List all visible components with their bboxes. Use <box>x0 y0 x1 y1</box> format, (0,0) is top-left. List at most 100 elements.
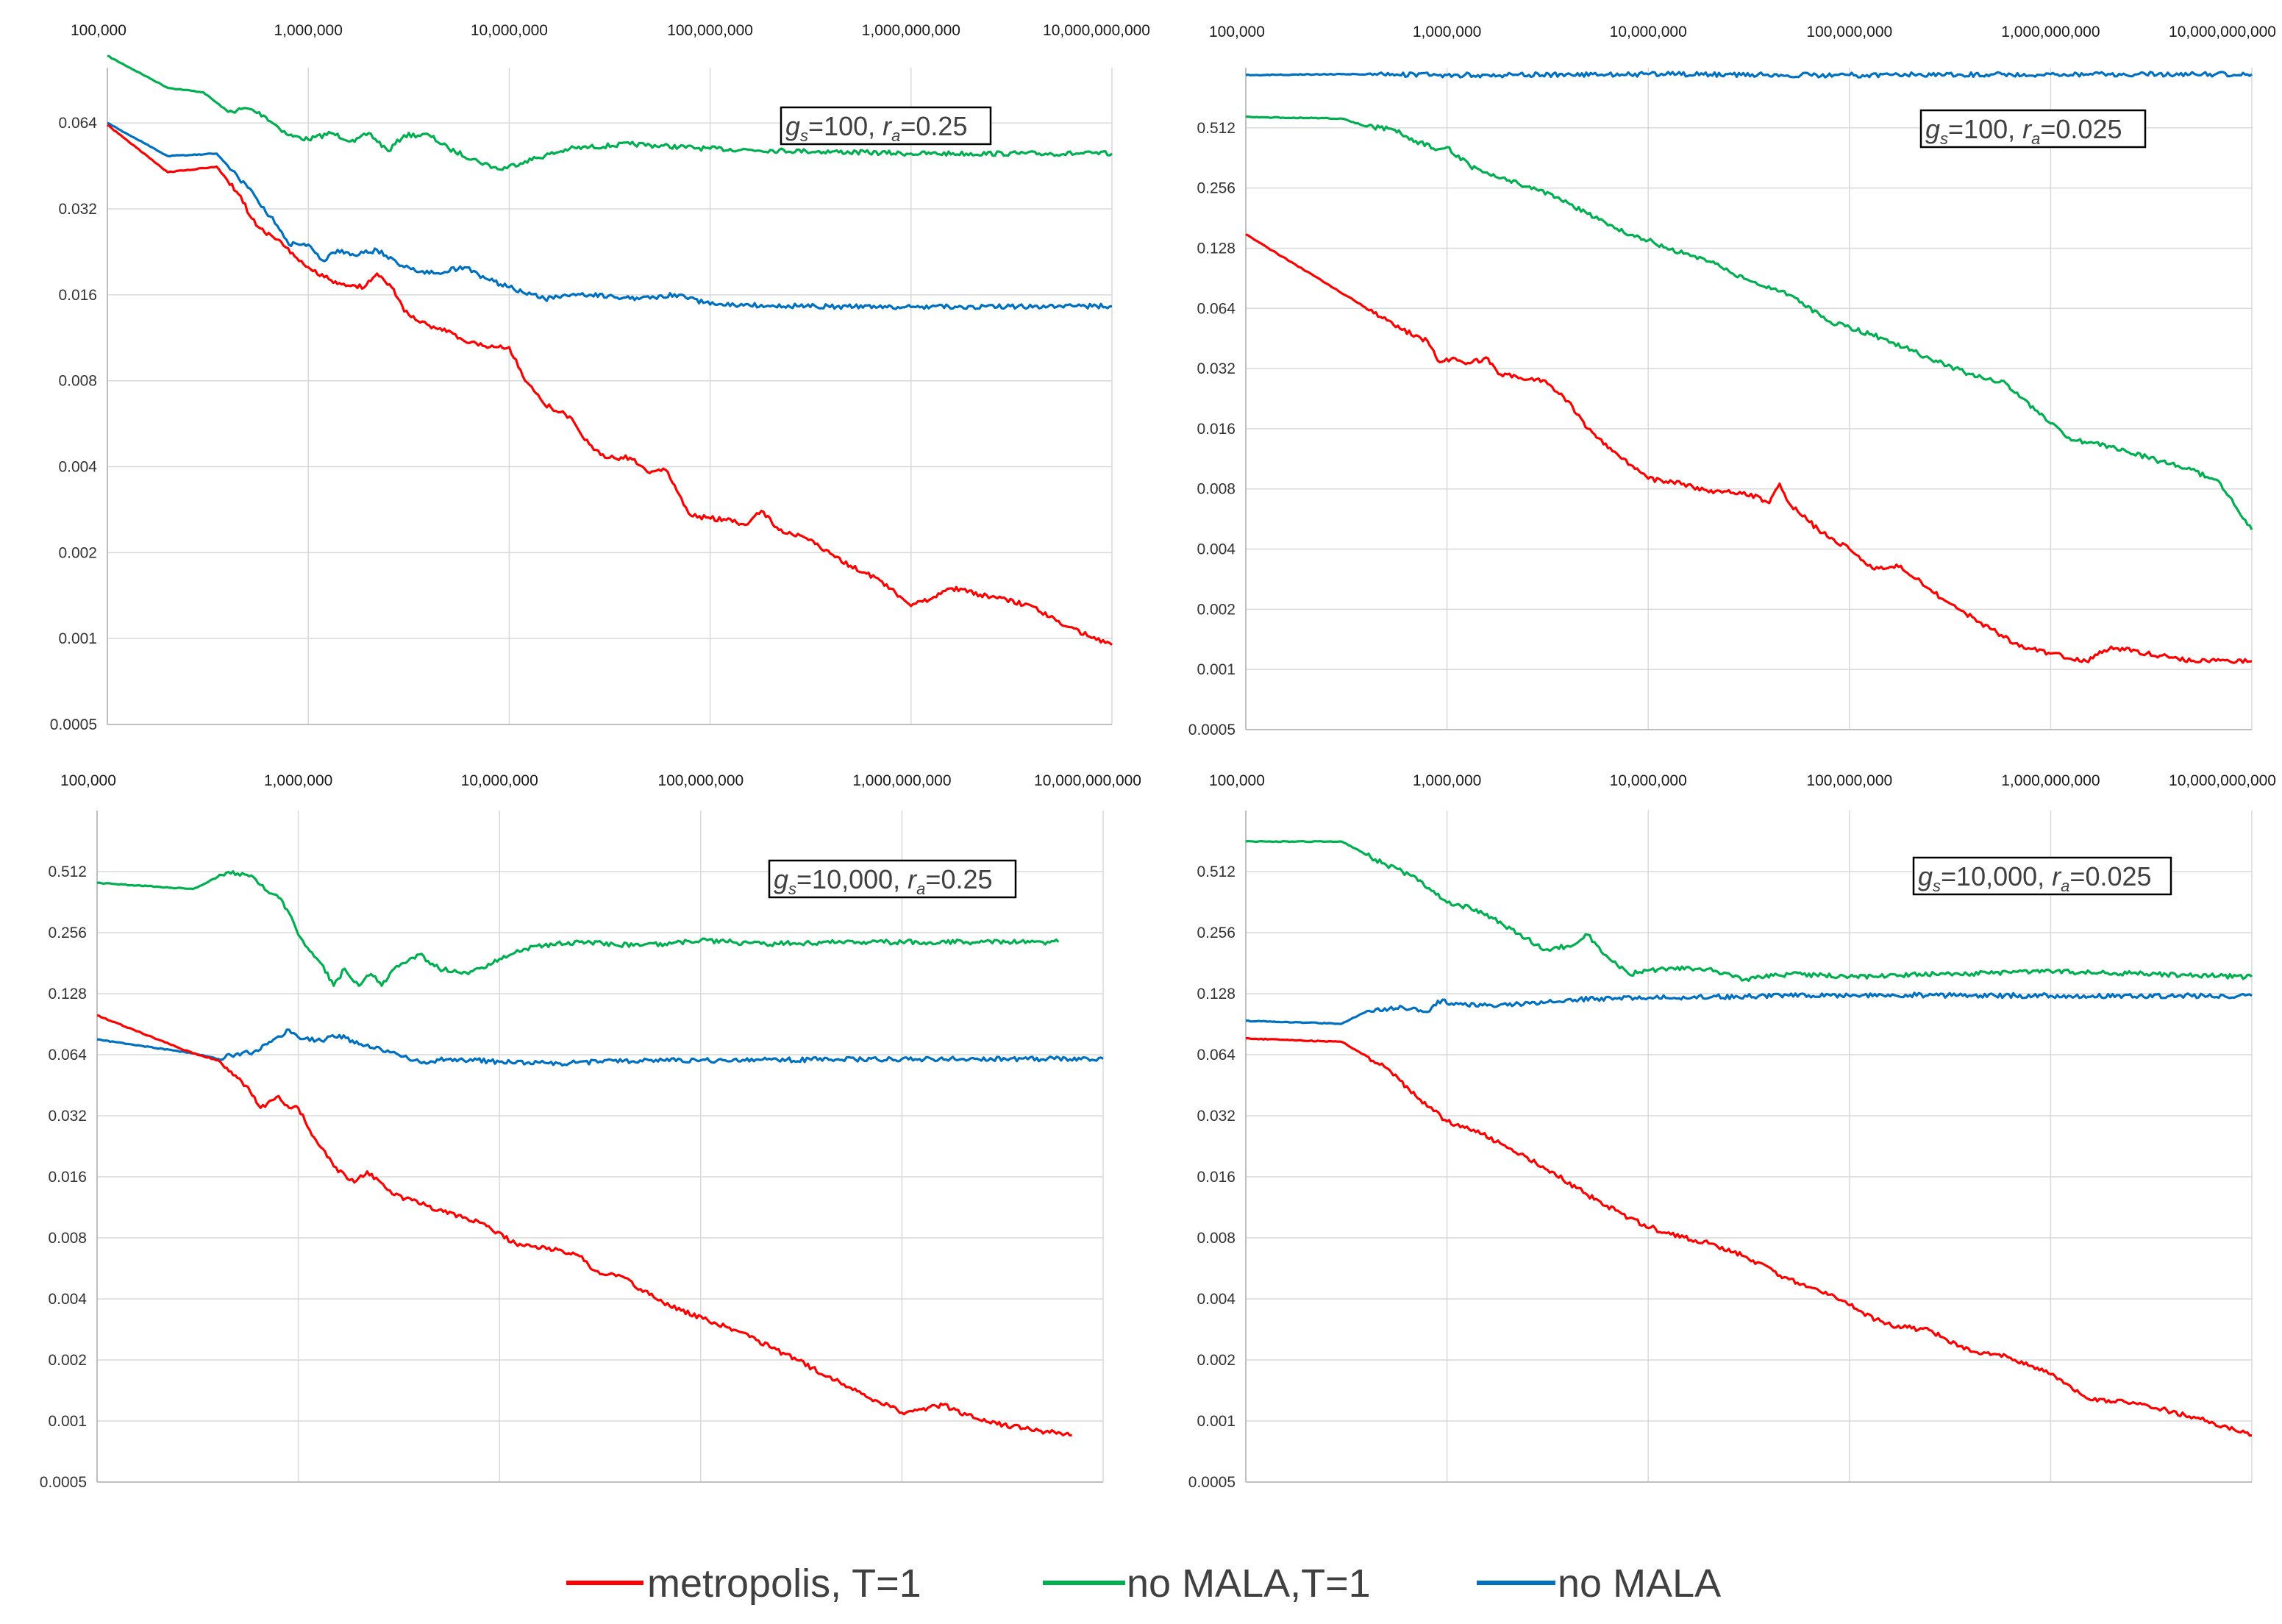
x-tick-label: 10,000,000 <box>1610 24 1687 40</box>
x-tick-label: 1,000,000,000 <box>2001 24 2100 40</box>
y-tick-label: 0.016 <box>1197 421 1236 438</box>
y-tick-label: 0.008 <box>1197 481 1236 498</box>
x-tick-label: 100,000,000 <box>657 772 744 789</box>
annotation-g-c1: g <box>785 111 800 141</box>
y-tick-label: 0.256 <box>1197 925 1236 941</box>
svg-text:gs=10,000, ra=0.025: gs=10,000, ra=0.025 <box>1918 861 2152 895</box>
annotation-g-sub-c3: s <box>788 880 796 898</box>
y-tick-label: 0.002 <box>1197 1352 1236 1369</box>
legend-label-no-mala: no MALA <box>1558 1561 1721 1606</box>
y-tick-label: 0.004 <box>58 459 97 476</box>
annotation-g-c2: g <box>1925 114 1940 144</box>
legend: metropolis, T=1 no MALA,T=1 no MALA <box>566 1561 1721 1606</box>
x-tick-label: 100,000,000 <box>1806 24 1892 40</box>
x-tick-label: 1,000,000,000 <box>862 22 960 39</box>
y-tick-label: 0.032 <box>48 1108 87 1125</box>
y-tick-label: 0.001 <box>58 630 97 647</box>
annotation-r-sub-c2: a <box>2031 129 2040 148</box>
y-tick-label: 0.064 <box>58 115 97 132</box>
x-tick-label: 10,000,000 <box>471 22 548 39</box>
y-tick-label: 0.004 <box>1197 541 1236 558</box>
y-tick-label: 0.002 <box>48 1352 87 1369</box>
x-tick-label: 1,000,000,000 <box>852 772 951 789</box>
annotation-c1: gs=100, ra=0.25 <box>780 106 992 146</box>
x-tick-label: 10,000,000,000 <box>2169 772 2276 789</box>
chart-panel-c3: 0.0005 0.001 0.002 0.004 0.008 0.016 0.032 0.06… <box>40 772 1141 1491</box>
annotation-g-sub-c2: s <box>1940 129 1948 148</box>
x-tick-label: 1,000,000 <box>264 772 332 789</box>
annotation-r-c1: r <box>883 111 893 141</box>
annotation-r-c4: r <box>2052 861 2062 891</box>
y-tick-label: 0.064 <box>1197 300 1236 317</box>
annotation-c3: gs=10,000, ra=0.25 <box>768 859 1017 899</box>
y-tick-label: 0.016 <box>48 1169 87 1186</box>
x-tick-label: 1,000,000,000 <box>2001 772 2100 789</box>
y-tick-label: 0.016 <box>58 287 97 304</box>
y-tick-label: 0.016 <box>1197 1169 1236 1186</box>
svg-text:gs=10,000, ra=0.25: gs=10,000, ra=0.25 <box>774 864 993 898</box>
y-tick-label: 0.008 <box>58 373 97 390</box>
y-tick-label: 0.001 <box>1197 661 1236 678</box>
chart-panel-c2: 0.0005 0.001 0.002 0.004 0.008 0.016 0.032 0.06… <box>1188 24 2276 738</box>
series-line-noMalaT1 <box>96 870 1060 987</box>
y-tick-label: 0.128 <box>48 986 87 1002</box>
annotation-g-val-c4: =10,000, <box>1941 861 2052 891</box>
x-tick-label: 100,000 <box>1209 24 1265 40</box>
series-line-metropolis <box>107 124 1113 647</box>
y-tick-label: 0.0005 <box>1188 722 1236 738</box>
annotation-c4: gs=10,000, ra=0.025 <box>1912 856 2172 896</box>
annotation-r-sub-c4: a <box>2061 877 2069 895</box>
y-tick-label: 0.512 <box>1197 120 1236 137</box>
annotation-g-val-c2: =100, <box>1948 114 2022 144</box>
y-tick-label: 0.032 <box>58 201 97 218</box>
y-tick-label: 0.001 <box>48 1413 87 1430</box>
y-tick-label: 0.008 <box>1197 1230 1236 1247</box>
x-tick-label: 1,000,000 <box>1413 772 1481 789</box>
x-tick-label: 1,000,000 <box>1413 24 1481 40</box>
annotation-r-c2: r <box>2022 114 2033 144</box>
y-tick-label: 0.002 <box>58 544 97 561</box>
x-tick-label: 10,000,000 <box>1610 772 1687 789</box>
y-tick-label: 0.512 <box>1197 863 1236 880</box>
x-tick-label: 1,000,000 <box>274 22 342 39</box>
annotation-r-val-c4: =0.025 <box>2069 861 2151 891</box>
x-tick-label: 10,000,000 <box>461 772 538 789</box>
annotation-g-c4: g <box>1918 861 1933 891</box>
series-line-noMala <box>1245 71 2253 79</box>
chart-panel-c1: 0.0005 0.001 0.002 0.004 0.008 0.016 0.032 0.06… <box>50 22 1150 733</box>
annotation-g-sub-c4: s <box>1933 877 1941 895</box>
y-tick-label: 0.002 <box>1197 601 1236 618</box>
annotation-r-val-c2: =0.025 <box>2040 114 2122 144</box>
y-tick-label: 0.128 <box>1197 240 1236 257</box>
series-line-metropolis <box>1245 1036 2253 1437</box>
svg-text:gs=100, ra=0.25: gs=100, ra=0.25 <box>785 111 967 145</box>
annotation-c2: gs=100, ra=0.025 <box>1919 109 2147 149</box>
series-line-noMalaT1 <box>1245 840 2253 983</box>
x-tick-label: 100,000 <box>71 22 126 39</box>
series-line-noMala <box>107 121 1113 310</box>
series-line-metropolis <box>96 1014 1072 1437</box>
series-line-noMala <box>1245 991 2253 1025</box>
series-line-noMalaT1 <box>1245 115 2253 530</box>
y-tick-label: 0.008 <box>48 1230 87 1247</box>
y-tick-label: 0.064 <box>1197 1047 1236 1064</box>
annotation-r-sub-c1: a <box>891 127 900 145</box>
svg-text:gs=100, ra=0.025: gs=100, ra=0.025 <box>1925 114 2122 148</box>
annotation-g-c3: g <box>774 864 788 894</box>
x-tick-label: 10,000,000,000 <box>1034 772 1141 789</box>
y-tick-label: 0.128 <box>1197 986 1236 1002</box>
y-tick-label: 0.004 <box>1197 1291 1236 1308</box>
y-tick-label: 0.256 <box>1197 180 1236 197</box>
x-tick-label: 100,000 <box>1209 772 1265 789</box>
annotation-r-c3: r <box>908 864 918 894</box>
annotation-r-sub-c3: a <box>916 880 925 898</box>
annotation-r-val-c3: =0.25 <box>925 864 992 894</box>
y-tick-label: 0.0005 <box>40 1474 87 1491</box>
y-tick-label: 0.001 <box>1197 1413 1236 1430</box>
chart-panel-c4: 0.0005 0.001 0.002 0.004 0.008 0.016 0.032 0.06… <box>1188 772 2276 1491</box>
x-tick-label: 100,000,000 <box>667 22 753 39</box>
series-line-metropolis <box>1245 233 2253 664</box>
y-tick-label: 0.004 <box>48 1291 87 1308</box>
y-tick-label: 0.512 <box>48 863 87 880</box>
annotation-g-val-c1: =100, <box>808 111 883 141</box>
